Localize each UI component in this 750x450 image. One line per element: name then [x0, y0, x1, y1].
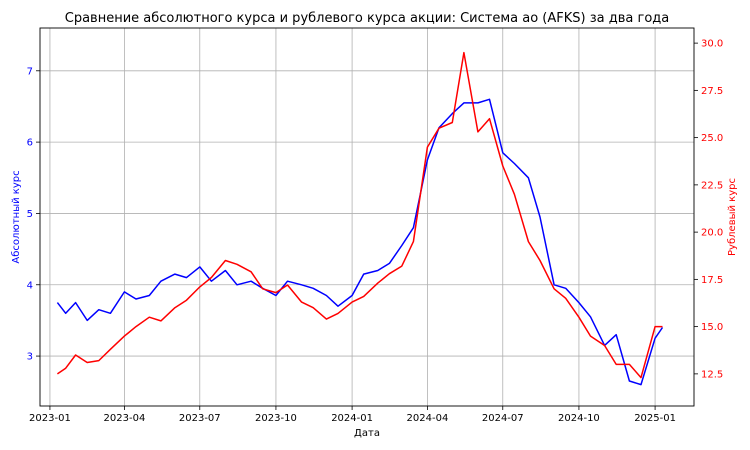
x-tick-label: 2023-07 — [179, 413, 221, 424]
x-tick-label: 2023-04 — [104, 413, 146, 424]
y-left-tick-label: 3 — [27, 352, 33, 363]
y-right-tick-label: 30.0 — [701, 39, 723, 50]
x-axis-label: Дата — [354, 428, 380, 439]
y-right-tick-label: 22.5 — [701, 180, 723, 191]
plot-frame — [39, 27, 695, 407]
y-right-tick-label: 17.5 — [701, 275, 723, 286]
series-group — [56, 51, 664, 386]
x-tick-label: 2024-04 — [407, 413, 449, 424]
x-tick-label: 2024-10 — [558, 413, 600, 424]
y-axis-left-label: Абсолютный курс — [11, 170, 22, 263]
x-axis: 2023-01 2023-04 2023-07 2023-10 2024-01 2024-… — [29, 406, 676, 424]
y-right-tick-label: 25.0 — [701, 133, 723, 144]
y-right-tick-label: 20.0 — [701, 228, 723, 239]
y-left-tick-label: 5 — [27, 209, 33, 220]
y-axis-right-label: Рублевый курс — [727, 178, 738, 256]
grid — [40, 28, 694, 406]
chart-title: Сравнение абсолютного курса и рублевого … — [65, 11, 669, 26]
y-left-tick-label: 4 — [27, 280, 33, 291]
x-tick-label: 2023-01 — [29, 413, 71, 424]
y-axis-right: 12.5 15.0 17.5 20.0 22.5 25.0 27.5 30.0 — [694, 39, 723, 380]
x-tick-label: 2024-01 — [331, 413, 373, 424]
y-left-tick-label: 7 — [27, 66, 33, 77]
y-right-tick-label: 12.5 — [701, 369, 723, 380]
x-tick-label: 2023-10 — [255, 413, 297, 424]
ruble-price-line — [56, 51, 663, 379]
y-right-tick-label: 15.0 — [701, 322, 723, 333]
x-tick-label: 2024-07 — [482, 413, 524, 424]
y-axis-left: 3 4 5 6 7 — [27, 66, 40, 363]
y-left-tick-label: 6 — [27, 138, 33, 149]
absolute-price-line — [56, 98, 664, 386]
y-right-tick-label: 27.5 — [701, 86, 723, 97]
x-tick-label: 2025-01 — [634, 413, 676, 424]
